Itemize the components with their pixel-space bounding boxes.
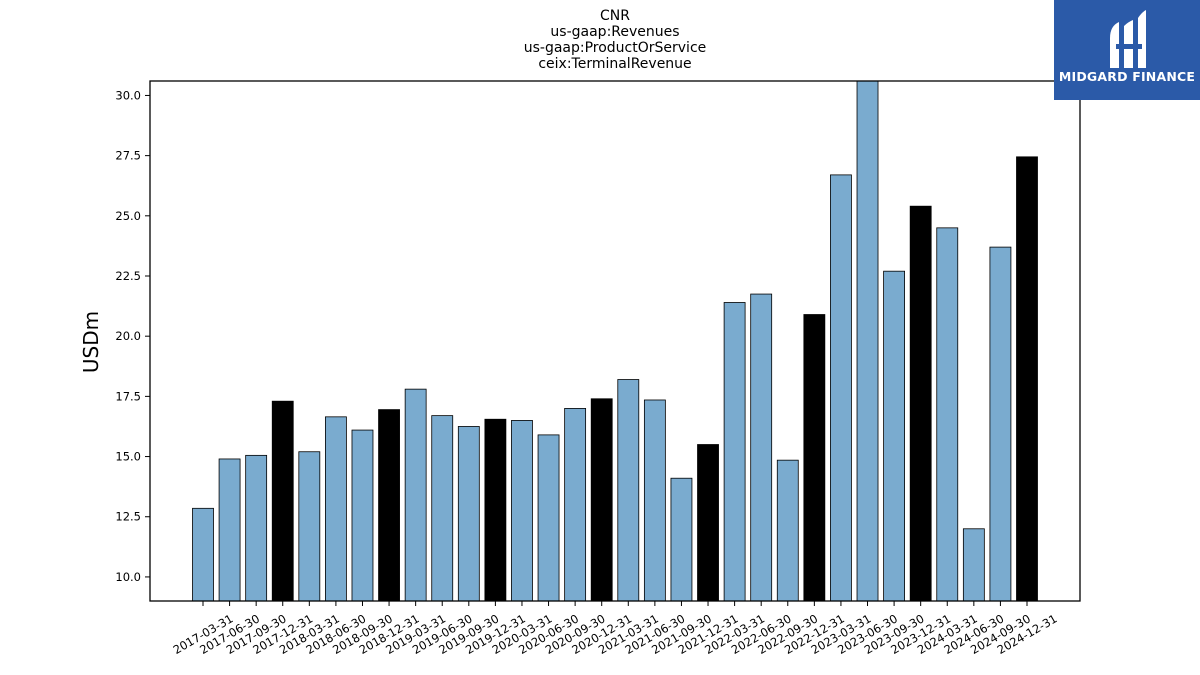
chart-title-line-3: us-gaap:ProductOrService xyxy=(524,40,707,56)
bar-2024-12-31 xyxy=(1016,156,1038,602)
bar-2020-12-31 xyxy=(590,398,613,602)
chart-title-line-2: us-gaap:Revenues xyxy=(550,24,679,40)
bar-2017-12-31 xyxy=(271,400,294,602)
bar-2024-03-31 xyxy=(936,227,959,602)
x-axis-ticks: 2017-03-312017-06-302017-09-302017-12-31… xyxy=(171,601,1060,657)
bar-2020-06-30 xyxy=(537,434,560,602)
y-tick-label: 27.5 xyxy=(115,149,141,163)
brand-logo: MIDGARD FINANCE xyxy=(1054,0,1200,100)
chart-title-line-1: CNR xyxy=(600,8,630,24)
midgard-logo-icon xyxy=(1110,10,1146,68)
chart-title: CNR us-gaap:Revenues us-gaap:ProductOrSe… xyxy=(524,8,707,72)
y-tick-label: 17.5 xyxy=(115,389,141,403)
bar-2023-09-30 xyxy=(883,270,905,602)
bar-2017-09-30 xyxy=(245,454,268,602)
bar-series xyxy=(192,80,1038,602)
plot-frame xyxy=(149,80,1081,602)
bar-2017-06-30 xyxy=(218,458,241,602)
y-axis-ticks: 10.0 12.5 15.0 17.5 20.0 22.5 25.0 27.5 30.0 xyxy=(115,88,150,584)
bar-2019-03-31 xyxy=(404,388,427,602)
y-tick-label: 22.5 xyxy=(115,269,141,283)
y-tick-label: 25.0 xyxy=(115,209,141,223)
bar-2020-09-30 xyxy=(564,408,587,602)
bar-2017-03-31 xyxy=(192,507,214,602)
bar-2019-12-31 xyxy=(484,418,507,602)
bar-2024-09-30 xyxy=(989,246,1012,602)
bar-2020-03-31 xyxy=(511,420,533,602)
bar-2022-09-30 xyxy=(776,459,799,602)
bar-2018-09-30 xyxy=(351,429,374,602)
bar-2023-06-30 xyxy=(856,80,879,602)
bar-2021-09-30 xyxy=(670,477,693,602)
y-tick-label: 30.0 xyxy=(115,88,141,102)
brand-name: MIDGARD FINANCE xyxy=(1058,69,1196,84)
bar-2018-12-31 xyxy=(378,409,400,602)
bar-2019-09-30 xyxy=(457,426,480,602)
bar-2023-03-31 xyxy=(830,174,852,602)
bar-2022-06-30 xyxy=(750,293,773,602)
bar-2021-12-31 xyxy=(697,444,719,602)
bar-2019-06-30 xyxy=(431,415,454,602)
bar-2021-03-31 xyxy=(617,379,640,602)
bar-2022-12-31 xyxy=(803,314,826,602)
y-tick-label: 20.0 xyxy=(115,329,141,343)
y-tick-label: 10.0 xyxy=(115,570,141,584)
y-axis-label: USDm xyxy=(79,311,103,373)
bar-2023-12-31 xyxy=(909,205,932,602)
y-tick-label: 15.0 xyxy=(115,450,141,464)
bar-2022-03-31 xyxy=(723,302,746,602)
bar-2018-06-30 xyxy=(324,416,347,602)
bar-2021-06-30 xyxy=(643,399,666,602)
bar-2018-03-31 xyxy=(298,451,321,602)
bar-2024-06-30 xyxy=(962,528,985,602)
chart-title-line-4: ceix:TerminalRevenue xyxy=(538,56,691,72)
y-tick-label: 12.5 xyxy=(115,510,141,524)
